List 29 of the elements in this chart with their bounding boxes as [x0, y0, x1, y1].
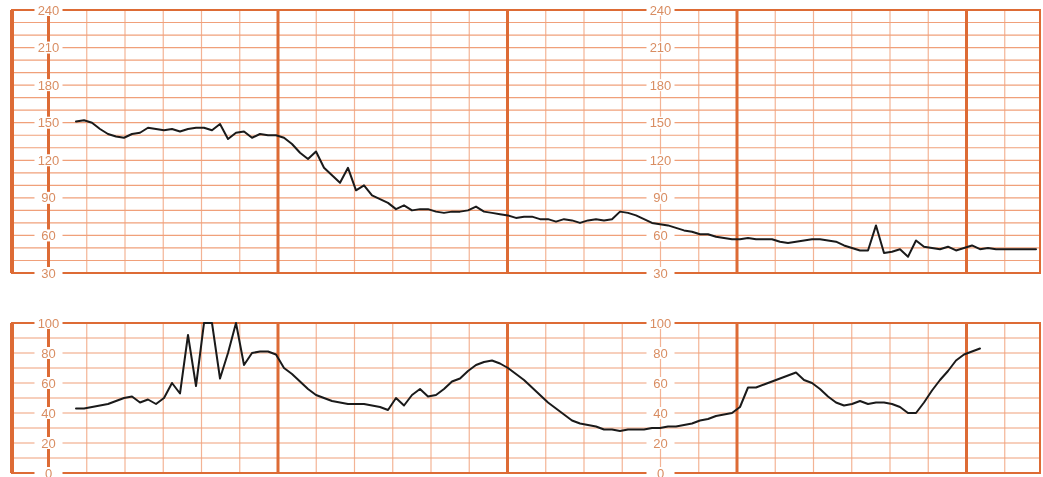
y-tick-label: 120: [37, 152, 60, 168]
y-tick-label: 210: [37, 40, 60, 56]
y-tick-label: 60: [41, 227, 56, 243]
y-tick-label: 30: [41, 265, 56, 281]
y-tick-label: 80: [41, 345, 56, 361]
y2-tick-label: 20: [653, 435, 668, 451]
y2-tick-label: 120: [649, 152, 672, 168]
y-tick-label: 0: [44, 465, 53, 477]
y2-tick-label: 40: [653, 405, 668, 421]
y2-tick-label: 0: [656, 465, 665, 477]
line-series: [75, 119, 1037, 258]
y2-tick-label: 60: [653, 375, 668, 391]
y2-tick-label: 30: [653, 265, 668, 281]
y-tick-label: 240: [37, 2, 60, 18]
y2-tick-label: 150: [649, 115, 672, 131]
y2-tick-label: 100: [649, 315, 672, 331]
y-tick-label: 180: [37, 77, 60, 93]
y-tick-label: 60: [41, 375, 56, 391]
y-tick-label: 100: [37, 315, 60, 331]
y-tick-label: 150: [37, 115, 60, 131]
y2-tick-label: 180: [649, 77, 672, 93]
y2-tick-label: 60: [653, 227, 668, 243]
y-tick-label: 20: [41, 435, 56, 451]
y2-tick-label: 210: [649, 40, 672, 56]
y-tick-label: 90: [41, 190, 56, 206]
y2-tick-label: 80: [653, 345, 668, 361]
y2-tick-label: 90: [653, 190, 668, 206]
y-tick-label: 40: [41, 405, 56, 421]
y2-tick-label: 240: [649, 2, 672, 18]
